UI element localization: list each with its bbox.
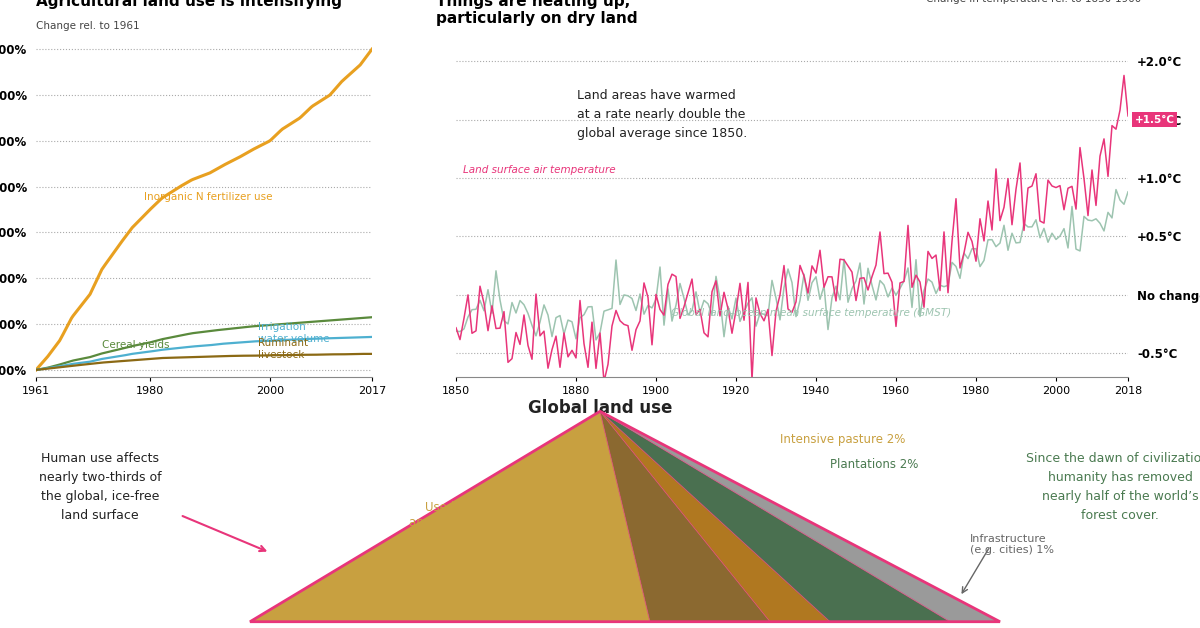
Text: Global land use: Global land use — [528, 399, 672, 417]
Text: Change rel. to 1961: Change rel. to 1961 — [36, 21, 139, 31]
Text: Land surface air temperature: Land surface air temperature — [463, 165, 616, 175]
Text: Ruminant
livestock: Ruminant livestock — [258, 338, 308, 360]
Text: Inorganic N fertilizer use: Inorganic N fertilizer use — [144, 192, 272, 202]
Text: Change in temperature rel. to 1850-1900: Change in temperature rel. to 1850-1900 — [926, 0, 1141, 4]
Polygon shape — [600, 411, 950, 622]
Text: Things are heating up,
particularly on dry land: Things are heating up, particularly on d… — [436, 0, 637, 26]
Text: Irrigation
water volume: Irrigation water volume — [258, 322, 330, 344]
Text: +1.5°C: +1.5°C — [1135, 114, 1175, 124]
Text: Cereal yields: Cereal yields — [102, 340, 169, 350]
Polygon shape — [600, 411, 830, 622]
Polygon shape — [600, 411, 770, 622]
Text: Used savannas
and shrublands 16%: Used savannas and shrublands 16% — [409, 501, 530, 529]
Text: Since the dawn of civilization,
humanity has removed
nearly half of the world’s
: Since the dawn of civilization, humanity… — [1026, 452, 1200, 522]
Text: Land areas have warmed
at a rate nearly double the
global average since 1850.: Land areas have warmed at a rate nearly … — [577, 89, 748, 139]
Polygon shape — [250, 411, 650, 622]
Text: Agricultural land use is intensifying: Agricultural land use is intensifying — [36, 0, 342, 9]
Text: Infrastructure
(e.g. cities) 1%: Infrastructure (e.g. cities) 1% — [970, 534, 1054, 555]
Text: Intensive pasture 2%: Intensive pasture 2% — [780, 433, 905, 446]
Text: Human use affects
nearly two-thirds of
the global, ice-free
land surface: Human use affects nearly two-thirds of t… — [38, 452, 161, 522]
Text: Global land–ocean mean surface temperature (GMST): Global land–ocean mean surface temperatu… — [671, 308, 952, 318]
Text: Plantations 2%: Plantations 2% — [830, 458, 918, 471]
Polygon shape — [600, 411, 1000, 622]
